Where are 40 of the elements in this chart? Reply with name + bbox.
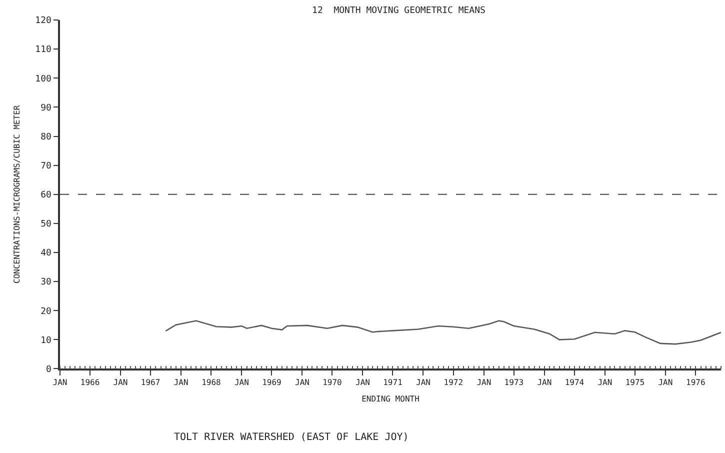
- x-tick-label: 1968: [202, 378, 222, 388]
- x-tick-label: JAN: [476, 378, 492, 388]
- line-series: [165, 320, 721, 345]
- y-tick-label: 110: [35, 45, 52, 56]
- y-tick-label: 120: [35, 16, 52, 26]
- x-tick-label: JAN: [416, 378, 431, 388]
- x-axis-title: ENDING MONTH: [362, 394, 420, 404]
- x-tick-label: JAN: [537, 378, 552, 388]
- y-tick-label: 10: [40, 336, 52, 346]
- x-tick-label: JAN: [52, 378, 68, 388]
- x-tick-label: JAN: [658, 378, 673, 388]
- chart-title: 12 MONTH MOVING GEOMETRIC MEANS: [312, 6, 486, 16]
- x-tick-label: 1973: [504, 378, 524, 388]
- text: TOLT RIVER WATERSHED (EAST OF LAKE JOY): [174, 432, 409, 443]
- y-tick-label: 20: [40, 306, 52, 317]
- x-tick-label: JAN: [294, 378, 310, 388]
- y-tick-label: 50: [40, 220, 52, 230]
- x-tick-label: 1972: [444, 378, 464, 388]
- x-tick-label: JAN: [174, 378, 188, 388]
- x-tick-label: 1976: [686, 378, 706, 388]
- x-tick-label: 1974: [564, 378, 584, 388]
- x-tick-label: JAN: [598, 378, 612, 388]
- y-tick-label: 40: [40, 248, 52, 259]
- x-tick-label: 1969: [262, 378, 282, 388]
- x-tick-label: JAN: [356, 378, 370, 388]
- y-axis-title: CONCENTRATIONS-MICROGRAMS/CUBIC METER: [12, 105, 22, 284]
- x-tick-label: 1970: [322, 378, 342, 388]
- y-tick-label: 80: [40, 132, 52, 142]
- y-tick-label: 0: [46, 364, 52, 375]
- x-tick-label: JAN: [234, 378, 250, 388]
- y-tick-label: 60: [40, 190, 52, 201]
- y-tick-label: 100: [35, 74, 52, 84]
- x-tick-label: 1975: [625, 378, 645, 388]
- y-tick-label: 90: [40, 103, 52, 114]
- x-tick-label: 1967: [140, 378, 160, 388]
- x-tick-label: 1971: [383, 378, 403, 388]
- y-tick-label: 70: [40, 161, 52, 172]
- x-tick-label: JAN: [113, 378, 128, 388]
- y-tick-label: 30: [40, 278, 52, 288]
- x-tick-label: 1966: [80, 378, 100, 388]
